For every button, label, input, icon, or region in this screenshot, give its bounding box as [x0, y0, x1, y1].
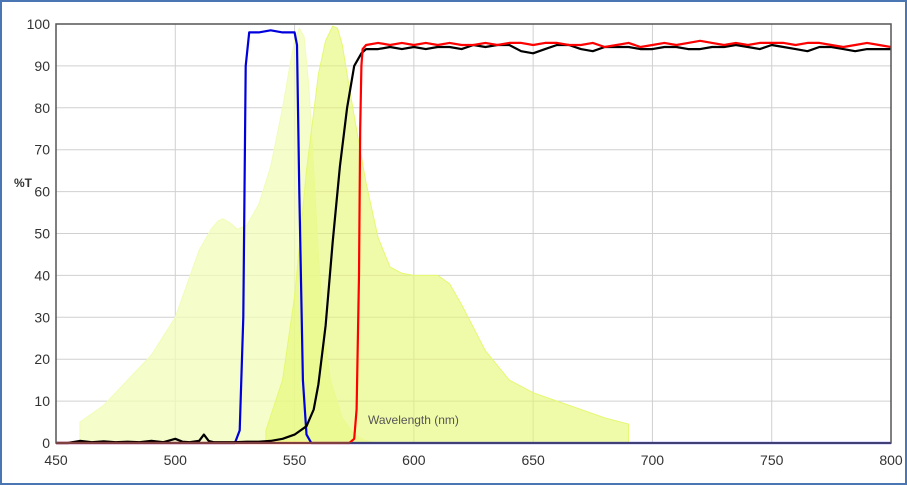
spectrum-area-2 [265, 25, 630, 444]
filter-curve-2 [56, 43, 891, 445]
x-tick-labels: 450 500 550 600 650 700 750 800 [44, 452, 903, 468]
spectra-areas [79, 25, 630, 444]
y-tick-label: 60 [34, 184, 50, 200]
x-tick-label: 500 [164, 452, 188, 468]
x-tick-label: 550 [283, 452, 307, 468]
y-axis-label: %T [14, 176, 33, 190]
x-tick-label: 800 [879, 452, 903, 468]
y-tick-label: 0 [42, 435, 50, 451]
x-axis-label: Wavelength (nm) [368, 413, 459, 427]
x-tick-label: 750 [760, 452, 784, 468]
x-tick-label: 700 [641, 452, 665, 468]
y-tick-label: 20 [34, 351, 50, 367]
y-tick-label: 90 [34, 58, 50, 74]
y-tick-label: 70 [34, 142, 50, 158]
filter-curve-1 [56, 29, 891, 445]
x-tick-label: 650 [521, 452, 545, 468]
filter-curves [56, 29, 892, 445]
y-tick-label: 50 [34, 226, 50, 242]
filter-curve-3 [56, 39, 892, 445]
y-tick-label: 100 [27, 16, 51, 32]
plot-border [55, 23, 892, 444]
y-tick-label: 40 [34, 267, 50, 283]
x-tick-label: 450 [44, 452, 68, 468]
y-tick-label: 30 [34, 309, 50, 325]
y-tick-label: 10 [34, 393, 50, 409]
y-tick-labels: 0 10 20 30 40 50 60 70 80 90 100 [27, 16, 51, 451]
x-tick-label: 600 [402, 452, 426, 468]
y-tick-label: 80 [34, 100, 50, 116]
